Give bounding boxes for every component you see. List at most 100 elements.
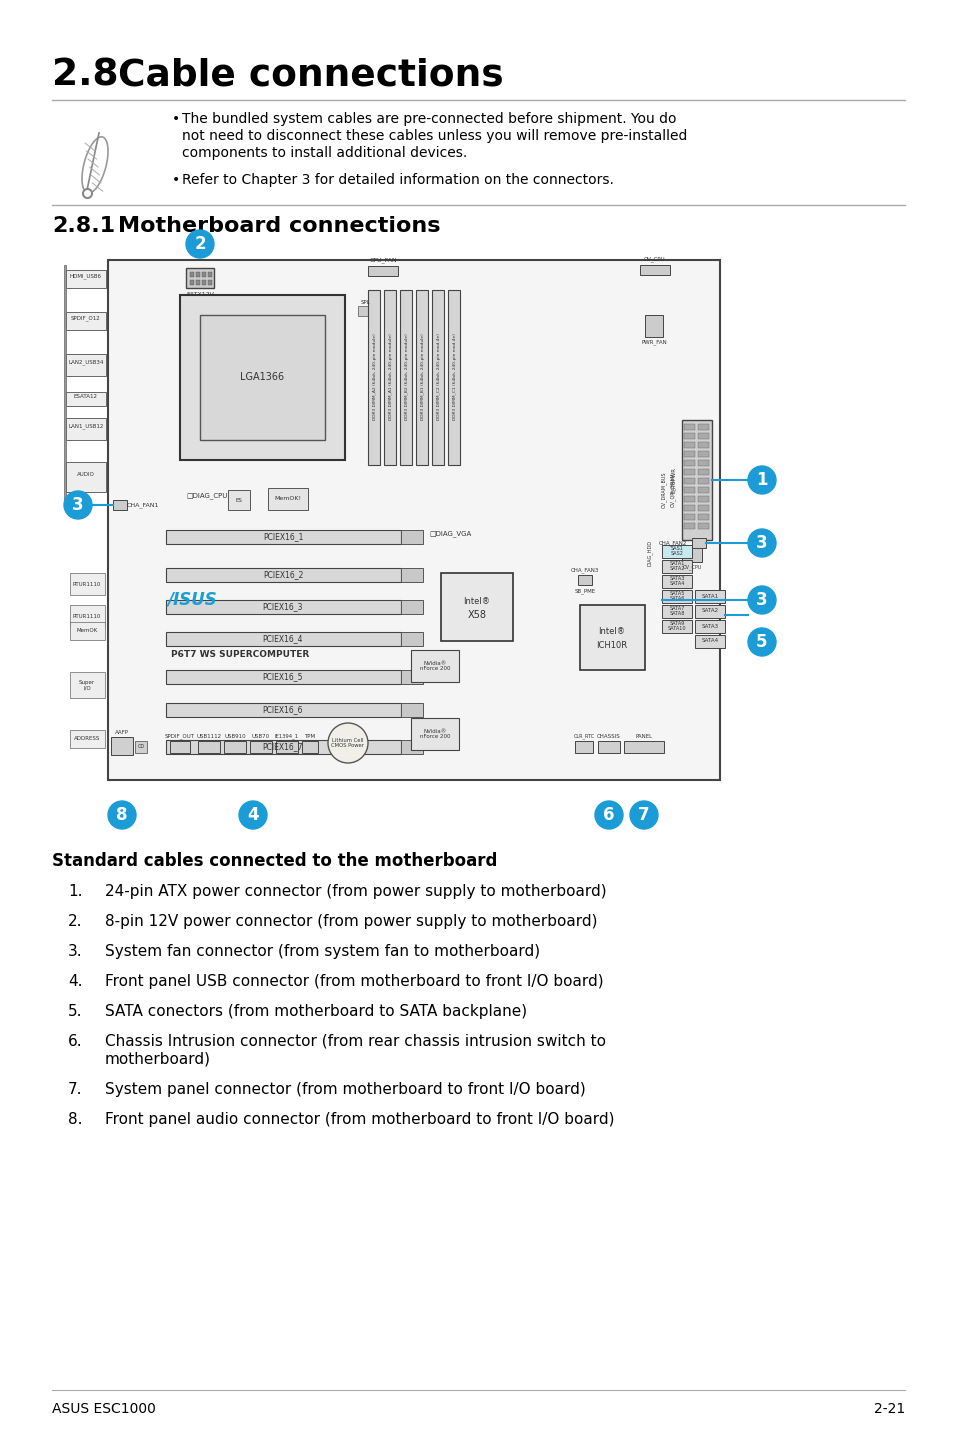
Text: AUDIO: AUDIO [77, 472, 95, 476]
Bar [416, 290, 428, 464]
Bar [190, 272, 193, 278]
Bar [698, 477, 708, 485]
Circle shape [108, 801, 136, 828]
Bar [208, 280, 212, 285]
Bar [268, 487, 308, 510]
Bar [400, 631, 422, 646]
Bar [411, 718, 458, 751]
Circle shape [595, 801, 622, 828]
Text: ASUS ESC1000: ASUS ESC1000 [52, 1402, 155, 1416]
Bar [198, 741, 220, 754]
Text: CHA_FAN1: CHA_FAN1 [127, 502, 159, 508]
Text: DDR3 DIMM_C1 (64bit, 240-pin mod.4e): DDR3 DIMM_C1 (64bit, 240-pin mod.4e) [453, 334, 456, 420]
Text: ADDRESS: ADDRESS [73, 736, 100, 742]
Text: 2-21: 2-21 [873, 1402, 904, 1416]
Circle shape [747, 466, 775, 495]
Bar [186, 267, 213, 288]
Text: NVidia®
nForce 200: NVidia® nForce 200 [419, 729, 450, 739]
Text: SAS1
SAS2: SAS1 SAS2 [670, 545, 682, 557]
Text: /ISUS: /ISUS [168, 590, 217, 608]
Bar [170, 741, 190, 754]
Bar [70, 731, 105, 748]
Text: not need to disconnect these cables unless you will remove pre-installed: not need to disconnect these cables unle… [182, 129, 687, 142]
Bar [698, 505, 708, 510]
Bar [698, 441, 708, 449]
Bar [275, 741, 297, 754]
Text: SATA1: SATA1 [700, 594, 718, 598]
Text: Intel®: Intel® [463, 598, 490, 607]
Bar [190, 280, 193, 285]
Bar [180, 295, 345, 460]
Text: CHA_FAN3: CHA_FAN3 [570, 568, 598, 572]
Text: 24-pin ATX power connector (from power supply to motherboard): 24-pin ATX power connector (from power s… [105, 884, 606, 899]
Bar [440, 572, 513, 641]
Bar [695, 590, 724, 603]
Bar [683, 477, 695, 485]
Bar [683, 523, 695, 529]
Text: SATA7
SATA8: SATA7 SATA8 [669, 605, 684, 617]
Text: 1.: 1. [68, 884, 82, 899]
Text: OV_CPU: OV_CPU [681, 564, 700, 569]
Circle shape [747, 529, 775, 557]
Text: DDR3 DIMM_A1 (64bit, 240-pin module): DDR3 DIMM_A1 (64bit, 240-pin module) [389, 334, 393, 420]
Text: ICH10R: ICH10R [596, 640, 627, 650]
Text: CHA_FAN2: CHA_FAN2 [658, 541, 686, 546]
Text: The bundled system cables are pre-connected before shipment. You do: The bundled system cables are pre-connec… [182, 112, 676, 127]
Text: LAN2_USB34: LAN2_USB34 [69, 360, 104, 365]
Bar [695, 620, 724, 633]
Text: Chassis Intrusion connector (from rear chassis intrusion switch to: Chassis Intrusion connector (from rear c… [105, 1034, 605, 1048]
Text: •: • [172, 173, 180, 187]
Bar [683, 513, 695, 521]
Bar [64, 265, 66, 505]
Text: OV_QPI_DRAM: OV_QPI_DRAM [669, 473, 675, 508]
Text: PCIEX16_6: PCIEX16_6 [262, 706, 303, 715]
Text: 3: 3 [72, 496, 84, 513]
Text: PCIEX16_1: PCIEX16_1 [262, 532, 303, 542]
Text: X58: X58 [467, 610, 486, 620]
Bar [166, 600, 400, 614]
Bar [166, 531, 400, 544]
Bar [166, 670, 400, 684]
Circle shape [331, 298, 340, 308]
Text: DDR3 DIMM_B2 (64bit, 240-pin module): DDR3 DIMM_B2 (64bit, 240-pin module) [405, 334, 409, 420]
Text: SPDIF_O12: SPDIF_O12 [71, 315, 101, 321]
Bar [598, 741, 619, 754]
Bar [135, 741, 147, 754]
Text: 1: 1 [756, 472, 767, 489]
Text: 8-pin 12V power connector (from power supply to motherboard): 8-pin 12V power connector (from power su… [105, 915, 597, 929]
Text: AAFP: AAFP [115, 731, 129, 735]
Bar [166, 568, 400, 582]
Text: PCIEX16_4: PCIEX16_4 [262, 634, 303, 643]
Circle shape [239, 801, 267, 828]
Text: Cable connections: Cable connections [118, 58, 503, 93]
Text: MemOK!: MemOK! [274, 496, 301, 502]
Text: PANEL: PANEL [635, 733, 652, 739]
Bar [698, 460, 708, 466]
Text: 8.: 8. [68, 1112, 82, 1127]
Text: Front panel audio connector (from motherboard to front I/O board): Front panel audio connector (from mother… [105, 1112, 614, 1127]
Bar [384, 290, 395, 464]
Circle shape [747, 628, 775, 656]
Bar [66, 354, 106, 375]
Bar [695, 605, 724, 618]
Bar [70, 623, 105, 640]
Text: Lithium Cell
CMOS Power: Lithium Cell CMOS Power [331, 738, 364, 748]
Bar [224, 741, 246, 754]
Text: ESATA12: ESATA12 [74, 394, 98, 398]
Bar [202, 280, 206, 285]
Bar [661, 605, 691, 618]
Text: SATA conectors (from motherboard to SATA backplane): SATA conectors (from motherboard to SATA… [105, 1004, 527, 1020]
Text: PCIEX16_5: PCIEX16_5 [262, 673, 303, 682]
Text: SATA9
SATA10: SATA9 SATA10 [667, 621, 685, 631]
Text: PCIEX16_7: PCIEX16_7 [262, 742, 303, 752]
Bar [70, 672, 105, 697]
Bar [691, 538, 705, 548]
Bar [698, 513, 708, 521]
Bar [579, 605, 644, 670]
Text: 6.: 6. [68, 1034, 83, 1048]
Bar [698, 523, 708, 529]
Bar [228, 490, 250, 510]
Text: SATA1
SATA2: SATA1 SATA2 [669, 561, 684, 571]
Text: SB_PME: SB_PME [574, 588, 595, 594]
Text: Standard cables connected to the motherboard: Standard cables connected to the motherb… [52, 851, 497, 870]
